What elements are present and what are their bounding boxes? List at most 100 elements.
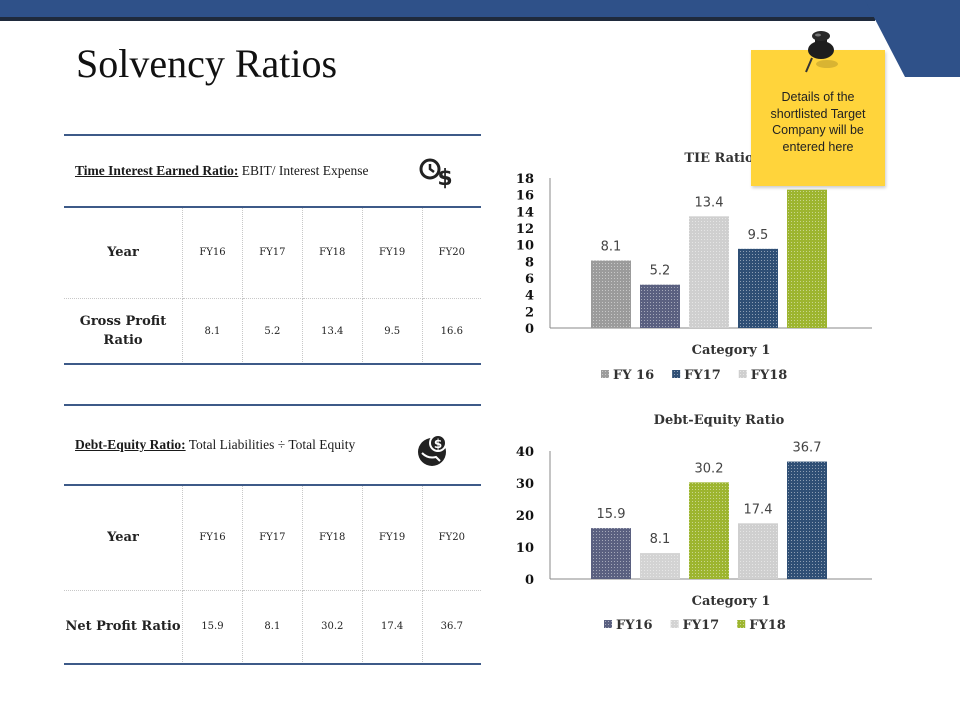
section2-label-rest: Total Liabilities ÷ Total Equity: [185, 437, 356, 452]
money-hand-icon: $: [418, 434, 447, 466]
data-label: 13.4: [695, 195, 724, 210]
value-cell: 5.2: [241, 297, 303, 364]
bar: [738, 248, 778, 328]
y-tick-label: 6: [525, 272, 534, 287]
svg-text:$: $: [434, 437, 442, 451]
legend-label: FY18: [749, 618, 786, 633]
pushpin-icon: [805, 31, 838, 73]
year-cell: FY16: [182, 486, 243, 591]
data-label: 30.2: [695, 461, 724, 476]
y-tick-label: 8: [525, 255, 534, 270]
page-title: Solvency Ratios: [76, 41, 338, 86]
bar: [738, 523, 778, 579]
svg-text:$: $: [437, 166, 452, 191]
y-tick-label: 0: [525, 322, 534, 337]
value-cell: 13.4: [301, 297, 363, 364]
section2-top-line: [64, 404, 481, 406]
bar: [787, 189, 827, 328]
bar: [787, 461, 827, 579]
sticky-note: Details of the shortlisted Target Compan…: [751, 50, 885, 186]
section1-label-rest: EBIT/ Interest Expense: [238, 163, 369, 178]
debt-equity-chart: Debt-Equity Ratio 0 10 20 30 40 15.9 8.1 30.2 17.…: [516, 413, 872, 633]
table-row: Gross Profit Ratio 8.1 5.2 13.4 9.5 16.6: [64, 297, 481, 364]
year-header: Year: [64, 208, 183, 299]
value-cell: 8.1: [182, 297, 243, 364]
value-cell: 9.5: [361, 297, 423, 364]
legend-label: FY 16: [613, 368, 654, 383]
bar: [640, 284, 680, 328]
y-tick-label: 30: [516, 477, 534, 492]
legend-swatch: [737, 620, 746, 628]
section2-label-bold: Debt-Equity Ratio:: [75, 437, 186, 452]
bar: [689, 482, 729, 579]
value-cell: 16.6: [421, 297, 481, 364]
value-cell: 15.9: [182, 589, 243, 662]
y-tick-label: 10: [516, 239, 534, 254]
bar: [591, 260, 631, 328]
value-cell: 17.4: [361, 589, 423, 662]
legend-swatch: [604, 620, 612, 628]
legend-swatch: [738, 370, 747, 378]
table-debt-equity: Year FY16 FY17 FY18 FY19 FY20 Net Profit…: [64, 486, 481, 662]
category-label: Category 1: [692, 343, 771, 358]
section1-label: Time Interest Earned Ratio: EBIT/ Intere…: [75, 163, 368, 179]
category-label: Category 1: [692, 594, 771, 609]
year-header: Year: [64, 486, 183, 591]
data-label: 17.4: [744, 502, 773, 517]
year-cell: FY20: [421, 208, 481, 299]
section1-mid-line: [64, 206, 481, 208]
legend-label: FY17: [684, 368, 721, 383]
bar: [591, 528, 631, 579]
y-tick-label: 40: [516, 445, 534, 460]
section1-bottom-line: [64, 363, 481, 365]
section2-mid-line: [64, 484, 481, 486]
bar: [689, 216, 729, 328]
y-tick-label: 2: [525, 305, 534, 320]
value-cell: 36.7: [421, 589, 481, 662]
data-label: 36.7: [793, 441, 822, 456]
row-label: Net Profit Ratio: [64, 589, 183, 662]
section1-top-line: [64, 134, 481, 136]
year-cell: FY17: [241, 208, 303, 299]
chart-title: TIE Ratio: [684, 151, 754, 166]
legend-swatch: [670, 620, 679, 628]
table-row: Year FY16 FY17 FY18 FY19 FY20: [64, 208, 481, 299]
legend-label: FY16: [616, 618, 653, 633]
clock-dollar-icon: $: [419, 158, 453, 191]
year-cell: FY19: [361, 486, 423, 591]
table-tie: Year FY16 FY17 FY18 FY19 FY20 Gross Prof…: [64, 208, 481, 364]
year-cell: FY19: [361, 208, 423, 299]
year-cell: FY16: [182, 208, 243, 299]
data-label: 15.9: [597, 507, 626, 522]
chart-title: Debt-Equity Ratio: [654, 413, 785, 428]
data-label: 8.1: [650, 532, 671, 547]
header-bar-shadow: [0, 17, 875, 21]
data-label: 5.2: [650, 264, 671, 279]
value-cell: 8.1: [241, 589, 303, 662]
legend-swatch: [672, 370, 681, 378]
header-bar: [0, 0, 960, 20]
section2-label: Debt-Equity Ratio: Total Liabilities ÷ T…: [75, 437, 355, 453]
sticky-note-text: Details of the shortlisted Target Compan…: [770, 90, 866, 154]
data-label: 9.5: [748, 228, 769, 243]
section1-label-bold: Time Interest Earned Ratio:: [75, 163, 239, 178]
legend-label: FY18: [751, 368, 788, 383]
y-tick-label: 18: [516, 172, 534, 187]
legend-swatch: [601, 370, 609, 378]
table-row: Year FY16 FY17 FY18 FY19 FY20: [64, 486, 481, 591]
y-tick-label: 20: [516, 509, 534, 524]
year-cell: FY18: [301, 208, 363, 299]
corner-accent: [865, 0, 960, 77]
year-cell: FY20: [421, 486, 481, 591]
bar: [640, 553, 680, 579]
row-label: Gross Profit Ratio: [64, 297, 183, 364]
year-cell: FY18: [301, 486, 363, 591]
table-row: Net Profit Ratio 15.9 8.1 30.2 17.4 36.7: [64, 589, 481, 662]
y-tick-label: 12: [516, 222, 534, 237]
y-tick-label: 0: [525, 573, 534, 588]
legend-label: FY17: [683, 618, 720, 633]
y-tick-label: 4: [525, 289, 534, 304]
value-cell: 30.2: [301, 589, 363, 662]
y-tick-label: 14: [516, 205, 534, 220]
